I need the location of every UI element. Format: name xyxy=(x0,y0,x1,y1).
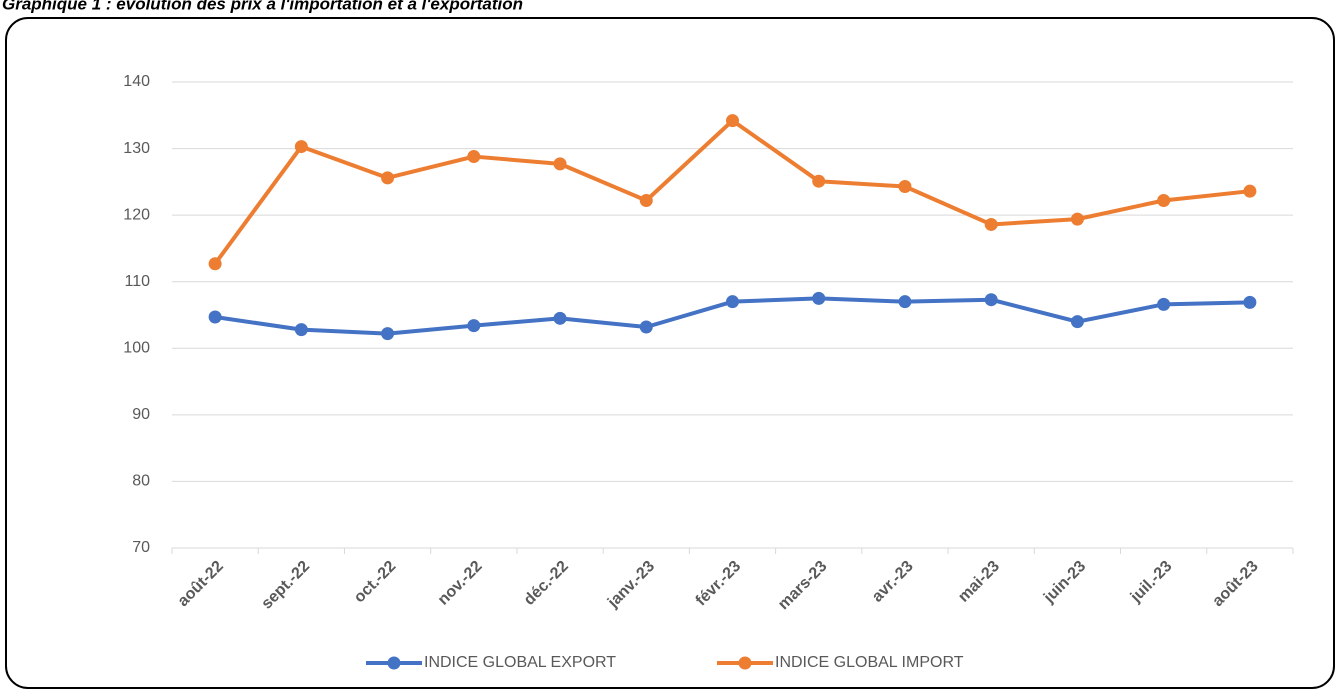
point xyxy=(812,174,826,188)
point xyxy=(639,320,653,334)
point xyxy=(208,257,222,271)
point xyxy=(1157,297,1171,311)
point xyxy=(553,157,567,171)
point xyxy=(553,311,567,325)
point xyxy=(1070,212,1084,226)
y-tick-label: 120 xyxy=(123,206,150,223)
y-tick-label: 70 xyxy=(132,539,150,556)
point xyxy=(1157,193,1171,207)
y-tick-label: 80 xyxy=(132,473,150,490)
point xyxy=(1243,295,1257,309)
chart-title: Graphique 1 : évolution des prix à l'imp… xyxy=(2,0,523,13)
point xyxy=(812,291,826,305)
y-tick-label: 100 xyxy=(123,340,150,357)
point xyxy=(726,295,739,309)
point xyxy=(294,323,308,337)
legend-marker xyxy=(738,656,752,670)
point xyxy=(467,319,481,333)
point xyxy=(208,310,222,324)
point xyxy=(1070,315,1084,329)
legend-label: INDICE GLOBAL IMPORT xyxy=(775,654,964,671)
legend-label: INDICE GLOBAL EXPORT xyxy=(424,654,616,671)
y-tick-label: 110 xyxy=(124,273,150,290)
chart-frame xyxy=(5,17,1335,689)
y-tick-label: 130 xyxy=(123,140,150,157)
y-tick-label: 90 xyxy=(132,406,150,423)
point xyxy=(639,193,653,207)
point xyxy=(381,327,395,341)
point xyxy=(1243,184,1257,198)
point xyxy=(898,295,912,309)
point xyxy=(294,140,308,154)
point xyxy=(467,150,481,164)
point xyxy=(984,293,998,307)
point xyxy=(381,171,395,185)
y-tick-label: 140 xyxy=(123,73,150,90)
legend-marker xyxy=(387,656,401,670)
point xyxy=(726,114,739,128)
point xyxy=(984,217,998,231)
point xyxy=(898,180,912,194)
